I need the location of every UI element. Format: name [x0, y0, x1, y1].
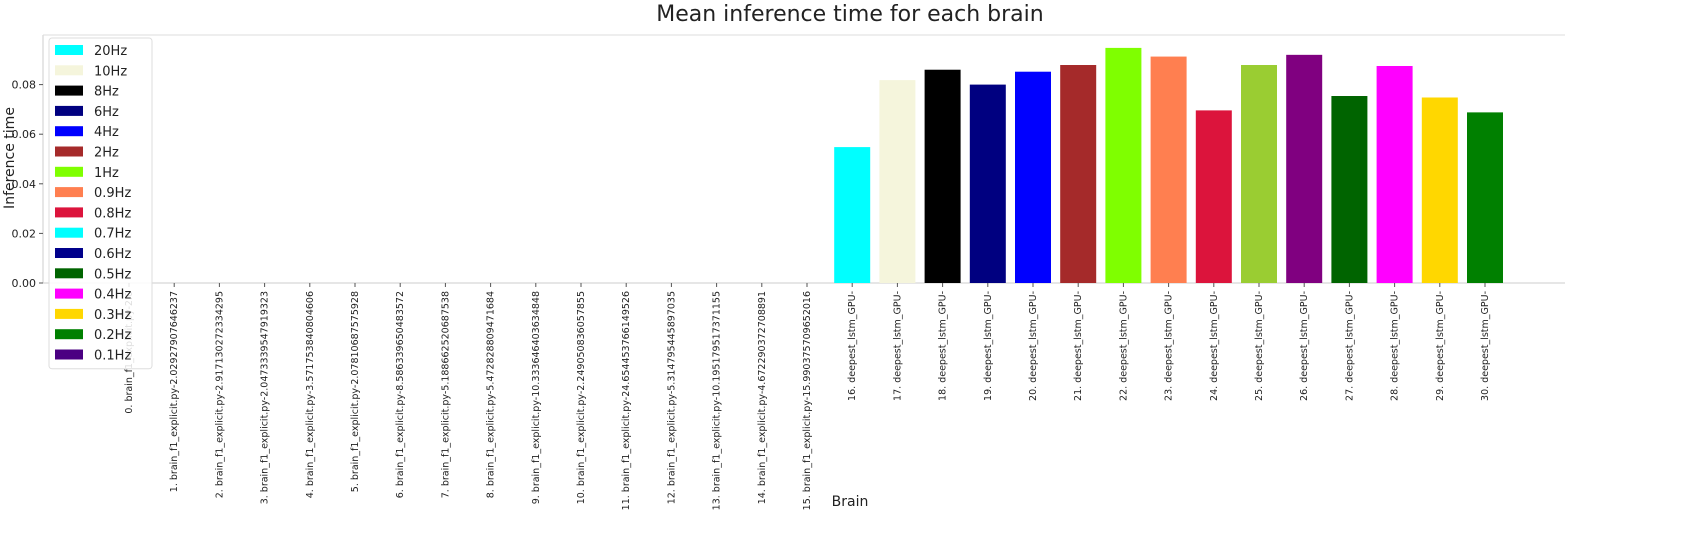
- x-tick-label: 25. deepest_lstm_GPU-: [1254, 291, 1265, 401]
- x-tick-label: 27. deepest_lstm_GPU-: [1344, 291, 1355, 401]
- x-tick-label: 6. brain_f1_explicit.py-8.58633965048357…: [395, 291, 406, 498]
- x-tick-label: 14. brain_f1_explicit.py-4.6722903727088…: [757, 291, 768, 504]
- legend-swatch: [55, 146, 83, 157]
- legend-label: 0.8Hz: [94, 206, 131, 221]
- legend-label: 6Hz: [94, 105, 119, 120]
- legend-frame: [48, 37, 153, 370]
- legend-label: 0.1Hz: [94, 349, 131, 364]
- legend-label: 0.6Hz: [94, 247, 131, 262]
- legend-swatch: [55, 268, 83, 279]
- legend: 20Hz 10Hz 8Hz 6Hz 4Hz 2Hz 1Hz 0.9Hz 0.8Hz 0.7Hz 0.…: [48, 37, 153, 370]
- x-tick-label: 23. deepest_lstm_GPU-: [1164, 291, 1175, 401]
- bar: [879, 80, 916, 283]
- bar: [1015, 71, 1051, 283]
- legend-label: 1Hz: [94, 166, 119, 181]
- legend-swatch: [55, 85, 83, 96]
- legend-label: 0.7Hz: [94, 227, 131, 242]
- x-tick-label: 24. deepest_lstm_GPU-: [1209, 291, 1220, 401]
- x-tick-label: 3. brain_f1_explicit.py-2.04733395479193…: [260, 291, 271, 504]
- legend-label: 0.2Hz: [94, 328, 131, 343]
- bar: [1286, 54, 1323, 284]
- legend-label: 8Hz: [94, 85, 119, 100]
- legend-label: 0.5Hz: [94, 267, 131, 282]
- legend-swatch: [55, 349, 83, 360]
- x-tick-label: 30. deepest_lstm_GPU-: [1480, 291, 1491, 401]
- bar: [1376, 66, 1413, 283]
- x-tick-label: 15. brain_f1_explicit.py-15.990375709652…: [802, 291, 813, 510]
- x-tick-label: 18. deepest_lstm_GPU-: [938, 291, 949, 401]
- x-tick-label: 11. brain_f1_explicit.py-24.654453766149…: [621, 291, 632, 510]
- y-tick-label: 0.06: [12, 128, 37, 141]
- legend-swatch: [55, 308, 83, 319]
- bar: [924, 69, 961, 283]
- legend-label: 2Hz: [94, 146, 119, 161]
- bar: [1241, 65, 1277, 284]
- legend-label: 0.4Hz: [94, 288, 131, 303]
- bar: [1195, 110, 1232, 283]
- bar: [1467, 112, 1503, 283]
- bar: [969, 84, 1006, 283]
- legend-swatch: [55, 207, 83, 218]
- legend-swatch: [55, 329, 83, 340]
- x-tick-label: 19. deepest_lstm_GPU-: [983, 291, 994, 401]
- legend-swatch: [55, 227, 83, 238]
- bar: [1105, 47, 1142, 284]
- x-tick-label: 8. brain_f1_explicit.py-5.47282880947168…: [486, 291, 497, 498]
- legend-swatch: [55, 288, 83, 299]
- y-tick-label: 0.02: [12, 227, 37, 240]
- plot-area: 0.000.020.040.060.080. brain_f1_explicit…: [12, 34, 1565, 510]
- legend-label: 4Hz: [94, 125, 119, 140]
- legend-label: 0.9Hz: [94, 186, 131, 201]
- legend-swatch: [55, 45, 83, 55]
- y-tick-label: 0.04: [12, 178, 37, 191]
- x-tick-label: 13. brain_f1_explicit.py-10.195179517371…: [712, 291, 723, 510]
- legend-swatch: [55, 126, 83, 137]
- x-axis-label: Brain: [832, 494, 869, 510]
- x-tick-label: 1. brain_f1_explicit.py-2.02927907646237: [169, 291, 180, 492]
- legend-swatch: [55, 166, 83, 177]
- x-tick-label: 17. deepest_lstm_GPU-: [892, 291, 903, 401]
- legend-swatch: [55, 105, 83, 116]
- legend-swatch: [55, 248, 83, 258]
- bar: [834, 147, 871, 283]
- x-tick-label: 2. brain_f1_explicit.py-2.91713027233429…: [214, 291, 225, 498]
- y-axis-label: Inference time: [2, 107, 18, 209]
- x-tick-label: 29. deepest_lstm_GPU-: [1435, 291, 1446, 401]
- x-tick-label: 9. brain_f1_explicit.py-10.3336464036348…: [531, 291, 542, 504]
- bar: [1421, 97, 1458, 283]
- legend-swatch: [55, 65, 83, 76]
- legend-label: 0.3Hz: [94, 308, 131, 323]
- x-tick-label: 28. deepest_lstm_GPU-: [1390, 291, 1401, 401]
- bar: [1060, 65, 1097, 284]
- bar: [1150, 56, 1187, 283]
- legend-swatch: [55, 187, 83, 198]
- x-tick-label: 7. brain_f1_explicit.py-5.18866252068753…: [440, 291, 451, 498]
- x-tick-label: 22. deepest_lstm_GPU-: [1118, 291, 1129, 401]
- y-tick-label: 0.00: [12, 277, 37, 290]
- x-tick-label: 20. deepest_lstm_GPU-: [1028, 291, 1039, 401]
- bar: [1331, 96, 1368, 284]
- x-tick-label: 16. deepest_lstm_GPU-: [847, 291, 858, 401]
- y-tick-label: 0.08: [12, 79, 37, 92]
- x-tick-label: 10. brain_f1_explicit.py-2.2490508360578…: [576, 291, 587, 504]
- x-tick-label: 26. deepest_lstm_GPU-: [1299, 291, 1310, 401]
- legend-label: 10Hz: [94, 64, 127, 79]
- chart-title: Mean inference time for each brain: [656, 2, 1043, 27]
- x-tick-label: 12. brain_f1_explicit.py-5.3147954458970…: [666, 291, 677, 504]
- x-tick-label: 5. brain_f1_explicit.py-2.07810687575928: [350, 291, 361, 492]
- legend-label: 20Hz: [94, 44, 127, 59]
- x-tick-label: 4. brain_f1_explicit.py-3.57175384080460…: [305, 291, 316, 498]
- x-tick-label: 21. deepest_lstm_GPU-: [1073, 291, 1084, 401]
